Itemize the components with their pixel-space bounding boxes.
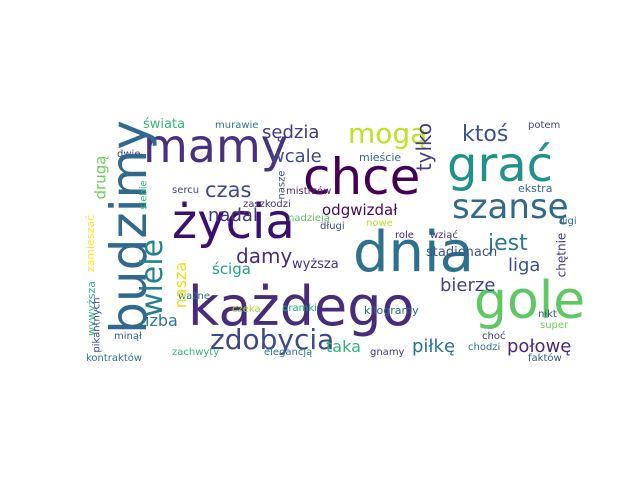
word-nadzieja: nadzieją: [288, 213, 330, 224]
word-sedzia: sędzia: [262, 122, 320, 143]
word-mistrzow: mistrzów: [286, 186, 332, 197]
word-nasze: nasze: [276, 170, 288, 200]
word-swiata: świata: [143, 117, 186, 132]
word-chetnie: chętnie: [554, 232, 569, 278]
word-ligi: ligi: [562, 216, 577, 227]
word-dlugi: długi: [320, 221, 345, 232]
word-chodzi: chodzi: [468, 342, 501, 353]
word-kazdego: każdego: [188, 275, 415, 338]
word-wcale: wcale: [270, 146, 322, 167]
word-murawie: murawie: [215, 120, 259, 131]
word-damy: damy: [236, 244, 293, 268]
word-grac: grać: [447, 137, 554, 193]
word-dnia: dnia: [353, 220, 474, 285]
word-gole: gole: [474, 271, 586, 331]
word-kontraktow: kontraktów: [86, 353, 143, 364]
word-elegancja: elegancją: [264, 347, 313, 358]
word-zaszkodzi: zaszkodzi: [243, 199, 291, 210]
word-pikantnych: pikantnych: [91, 297, 103, 353]
word-tylko: tylko: [412, 122, 437, 172]
word-druga: drugą: [91, 155, 110, 200]
word-choc: choć: [482, 331, 506, 342]
word-nowe: nowe: [366, 218, 393, 229]
word-sciga: ściga: [212, 260, 251, 278]
word-wazne: ważne: [178, 291, 211, 302]
word-zachwyty: zachwyty: [172, 347, 220, 358]
word-moga: mogą: [348, 117, 428, 150]
word-wiele: wiele: [135, 238, 171, 318]
word-zdobycia: zdobycia: [210, 323, 335, 356]
word-zycia: życia: [172, 194, 295, 250]
word-polowe: połowę: [507, 336, 572, 357]
word-super: super: [540, 320, 569, 331]
word-czeka: czeka: [232, 304, 261, 315]
word-jest: jest: [488, 231, 528, 256]
word-bramki: bramki: [282, 303, 317, 314]
word-bierze: bierze: [440, 275, 496, 296]
word-czas: czas: [205, 178, 252, 202]
word-kilogramy: kilogramy: [364, 304, 419, 317]
word-minal: minął: [114, 331, 142, 342]
word-nasza: nasza: [171, 261, 191, 309]
word-nikt: nikt: [538, 309, 557, 320]
word-gnamy: gnamy: [370, 347, 405, 358]
word-nadal: nadal: [208, 205, 258, 226]
word-chce: chce: [303, 148, 421, 206]
word-miescie: mieście: [359, 151, 402, 164]
word-siebie: siebie: [138, 180, 150, 210]
word-pilke: piłkę: [412, 336, 456, 357]
word-stadionach: stadionach: [426, 245, 498, 260]
word-wziac: wziąć: [430, 230, 458, 241]
word-liga: liga: [508, 255, 541, 276]
word-izba: izba: [145, 311, 178, 330]
word-mamy: mamy: [143, 119, 289, 173]
word-odgwizdal: odgwizdał: [322, 201, 398, 219]
word-ktos: ktoś: [462, 122, 509, 147]
word-dwie: dwie: [117, 149, 141, 160]
word-potem: potem: [528, 120, 561, 131]
word-sercu: sercu: [172, 185, 200, 196]
word-zamieszac: zamieszać: [84, 214, 98, 273]
word-ekstra: ekstra: [518, 182, 553, 195]
word-szanse: szansę: [452, 187, 569, 227]
word-faktow: faktów: [528, 353, 562, 364]
word-role: role: [395, 230, 414, 241]
word-wyzsza: wyższa: [292, 257, 339, 272]
word-taka: taka: [326, 337, 361, 356]
